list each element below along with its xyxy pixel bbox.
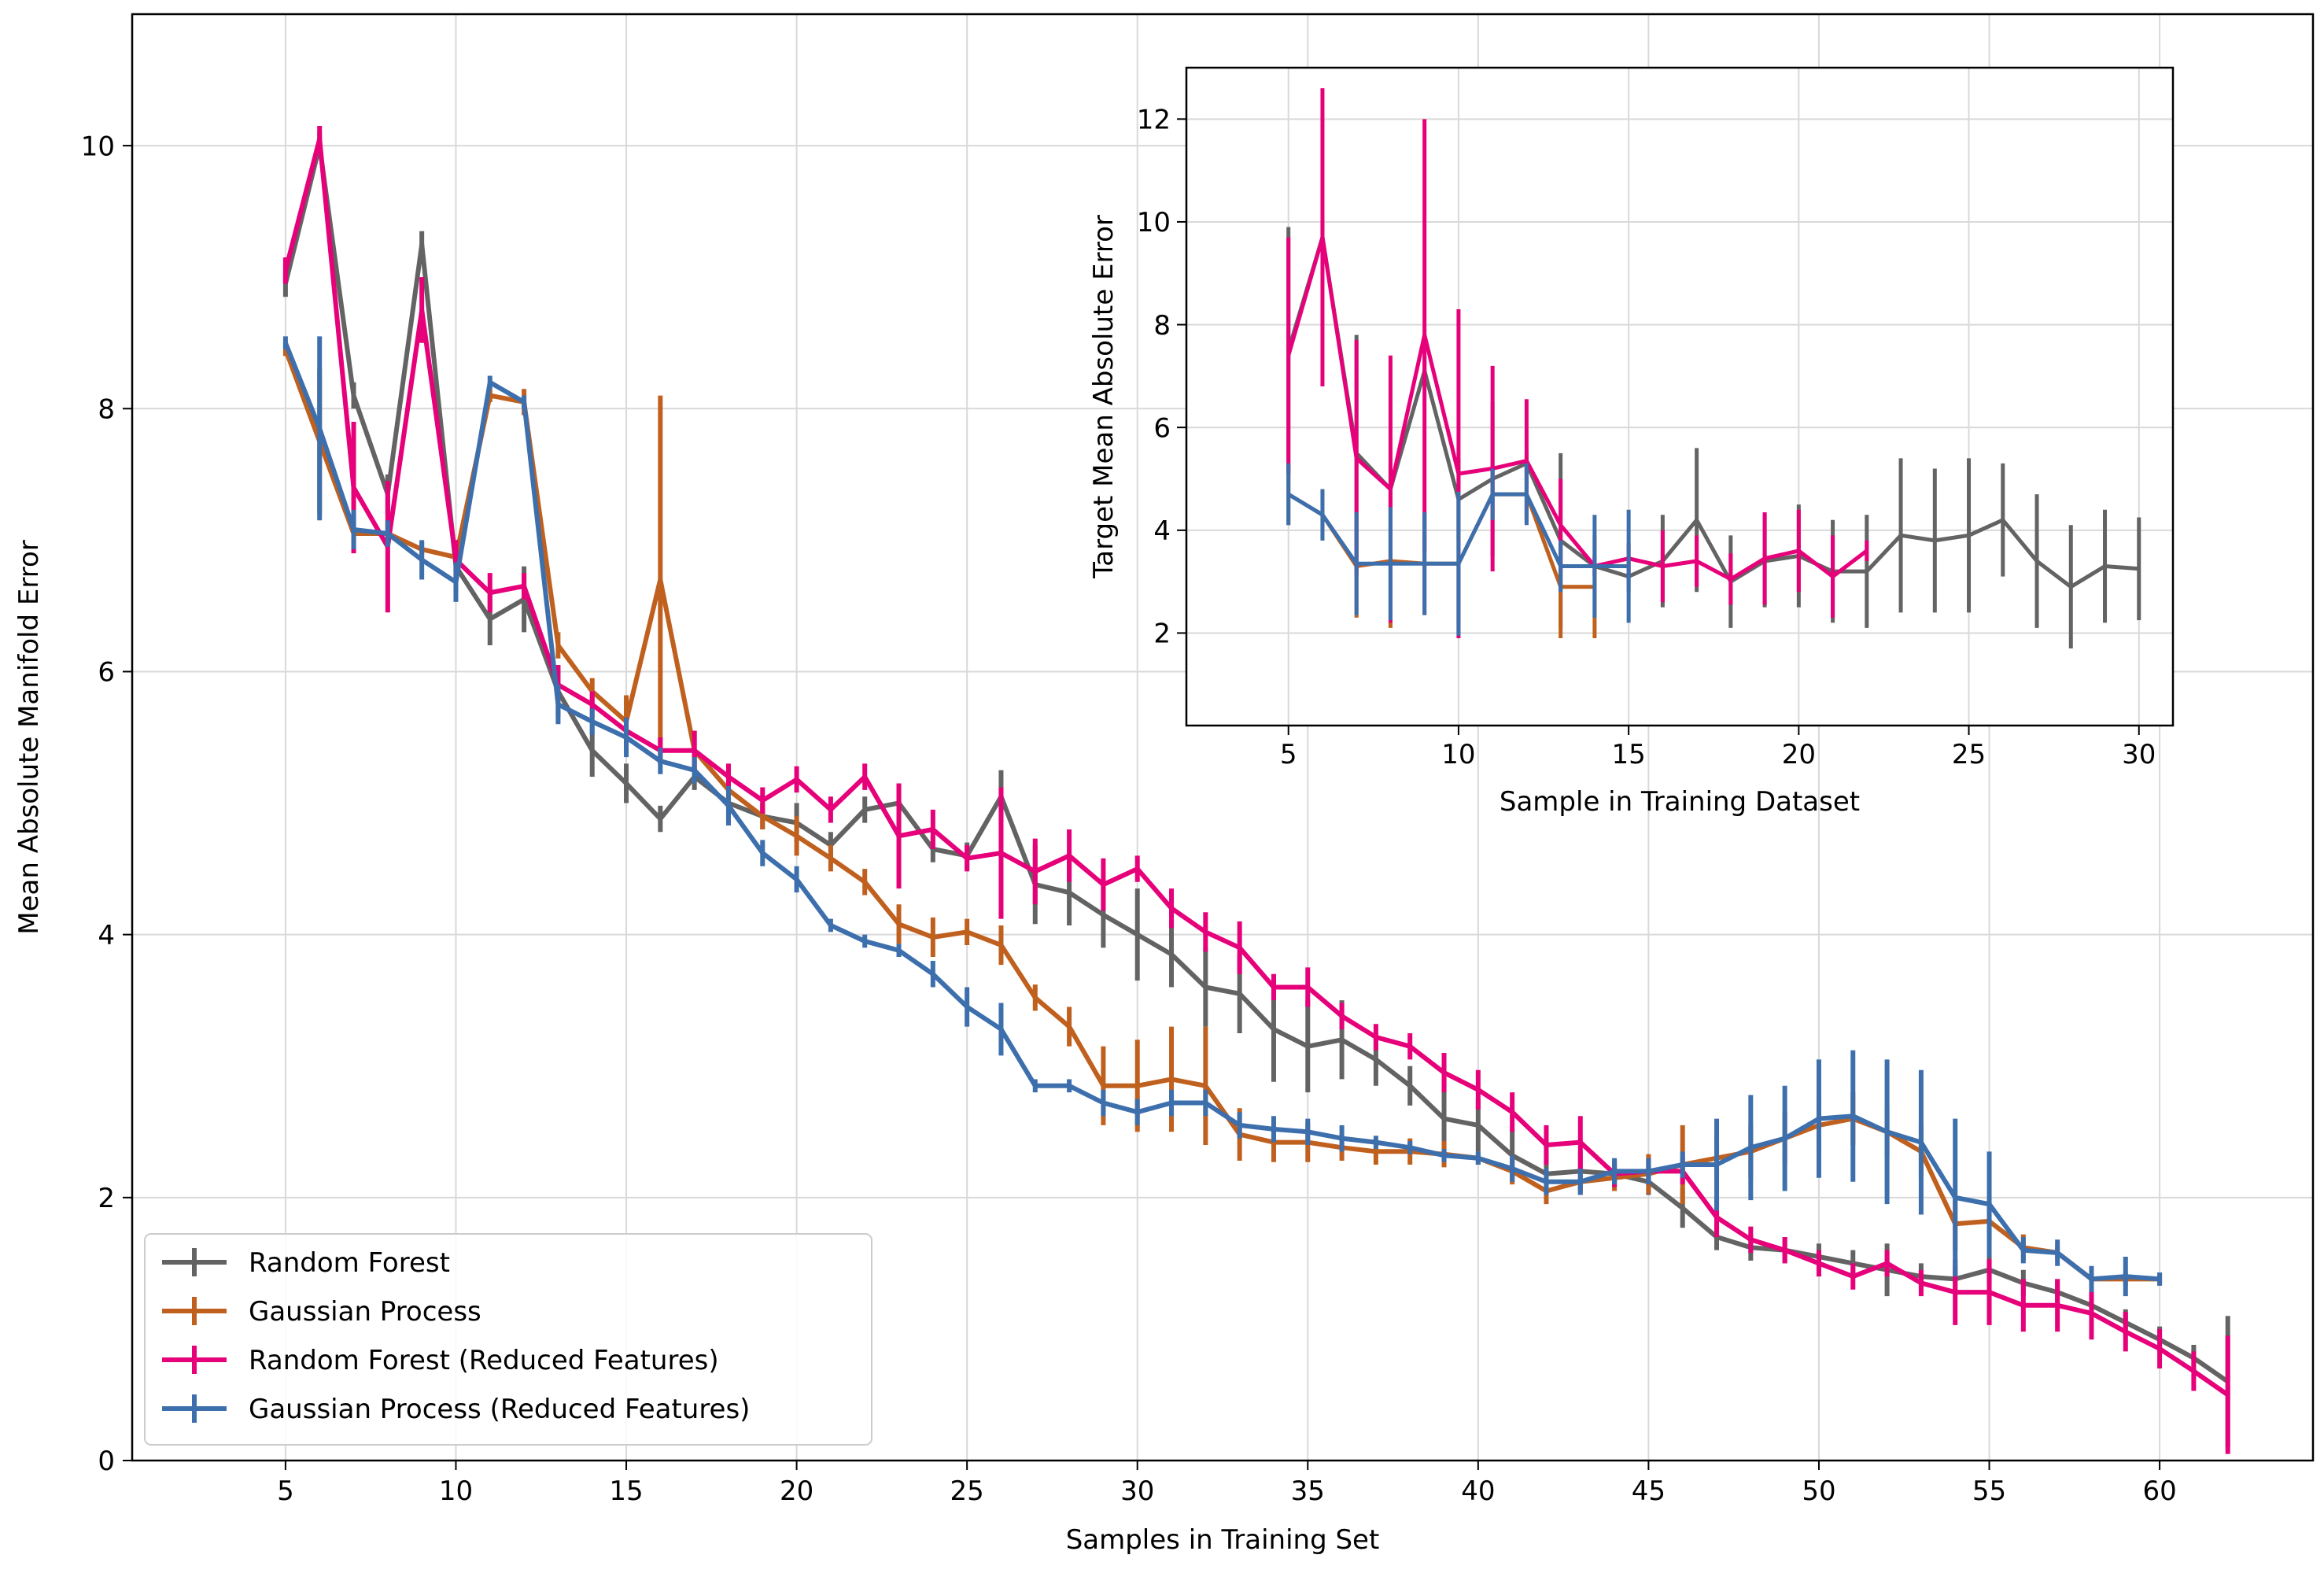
- axes-frame: [1185, 66, 2175, 727]
- legend-label: Gaussian Process: [249, 1296, 481, 1328]
- legend-label: Random Forest: [249, 1247, 450, 1279]
- legend-item: Gaussian Process (Reduced Features): [162, 1394, 750, 1425]
- x-tick-label: 20: [1782, 739, 1816, 770]
- series-line: [283, 342, 2160, 1282]
- x-axis-label: Samples in Training Set: [1066, 1524, 1380, 1556]
- y-tick-label: 4: [1153, 515, 1171, 547]
- legend: Random Forest Gaussian Process Random Fore…: [144, 1233, 872, 1446]
- x-tick-label: 10: [439, 1475, 473, 1507]
- inset-chart: 5 10 15 20 25 30 2 4 6 8 10 12 Sample in Training Da…: [1088, 66, 2175, 818]
- y-axis-label: Mean Absolute Manifold Error: [13, 540, 45, 935]
- x-tick-label: 25: [1952, 739, 1986, 770]
- x-tick-label: 15: [1612, 739, 1646, 770]
- y-tick-label: 0: [98, 1446, 115, 1477]
- y-tick-label: 2: [1153, 619, 1171, 650]
- plot-background: [1186, 68, 2173, 726]
- series-4: [1286, 463, 1631, 636]
- y-tick-label: 4: [98, 920, 115, 951]
- series-line: [1286, 235, 2139, 589]
- legend-label: Gaussian Process (Reduced Features): [249, 1394, 750, 1425]
- legend-item: Gaussian Process: [162, 1296, 481, 1328]
- series-4: [282, 336, 2163, 1297]
- x-tick-label: 15: [609, 1475, 643, 1507]
- x-tick-label: 25: [950, 1475, 984, 1507]
- series-line: [1286, 235, 1868, 582]
- x-tick-label: 60: [2142, 1475, 2176, 1507]
- ticks: 5 10 15 20 25 30 2 4 6 8 10 12: [1137, 105, 2156, 770]
- x-tick-label: 40: [1461, 1475, 1495, 1507]
- x-tick-label: 35: [1291, 1475, 1325, 1507]
- y-tick-label: 10: [81, 131, 115, 162]
- x-tick-label: 55: [1972, 1475, 2006, 1507]
- y-tick-label: 6: [1153, 412, 1171, 444]
- x-tick-label: 45: [1632, 1475, 1666, 1507]
- x-tick-label: 10: [1441, 739, 1475, 770]
- legend-item: Random Forest: [162, 1247, 450, 1279]
- series-line: [283, 349, 2160, 1282]
- legend-box: [144, 1233, 872, 1446]
- legend-item: Random Forest (Reduced Features): [162, 1345, 719, 1376]
- series-line: [282, 136, 2230, 1397]
- legend-label: Random Forest (Reduced Features): [249, 1345, 719, 1376]
- y-axis-label: Target Mean Absolute Error: [1088, 215, 1120, 579]
- x-tick-label: 30: [1120, 1475, 1154, 1507]
- x-tick-label: 5: [1280, 739, 1297, 770]
- y-tick-label: 10: [1137, 207, 1171, 238]
- y-tick-label: 6: [98, 657, 115, 689]
- y-tick-label: 2: [98, 1183, 115, 1214]
- x-tick-label: 30: [2122, 739, 2156, 770]
- y-tick-label: 8: [98, 394, 115, 426]
- y-tick-label: 8: [1153, 310, 1171, 342]
- x-tick-label: 5: [277, 1475, 294, 1507]
- x-axis-label: Sample in Training Dataset: [1500, 786, 1860, 818]
- y-tick-label: 12: [1137, 105, 1171, 136]
- x-tick-label: 50: [1802, 1475, 1835, 1507]
- series-line: [1287, 492, 1629, 568]
- x-tick-label: 20: [780, 1475, 813, 1507]
- axes-frame: [131, 13, 2315, 1462]
